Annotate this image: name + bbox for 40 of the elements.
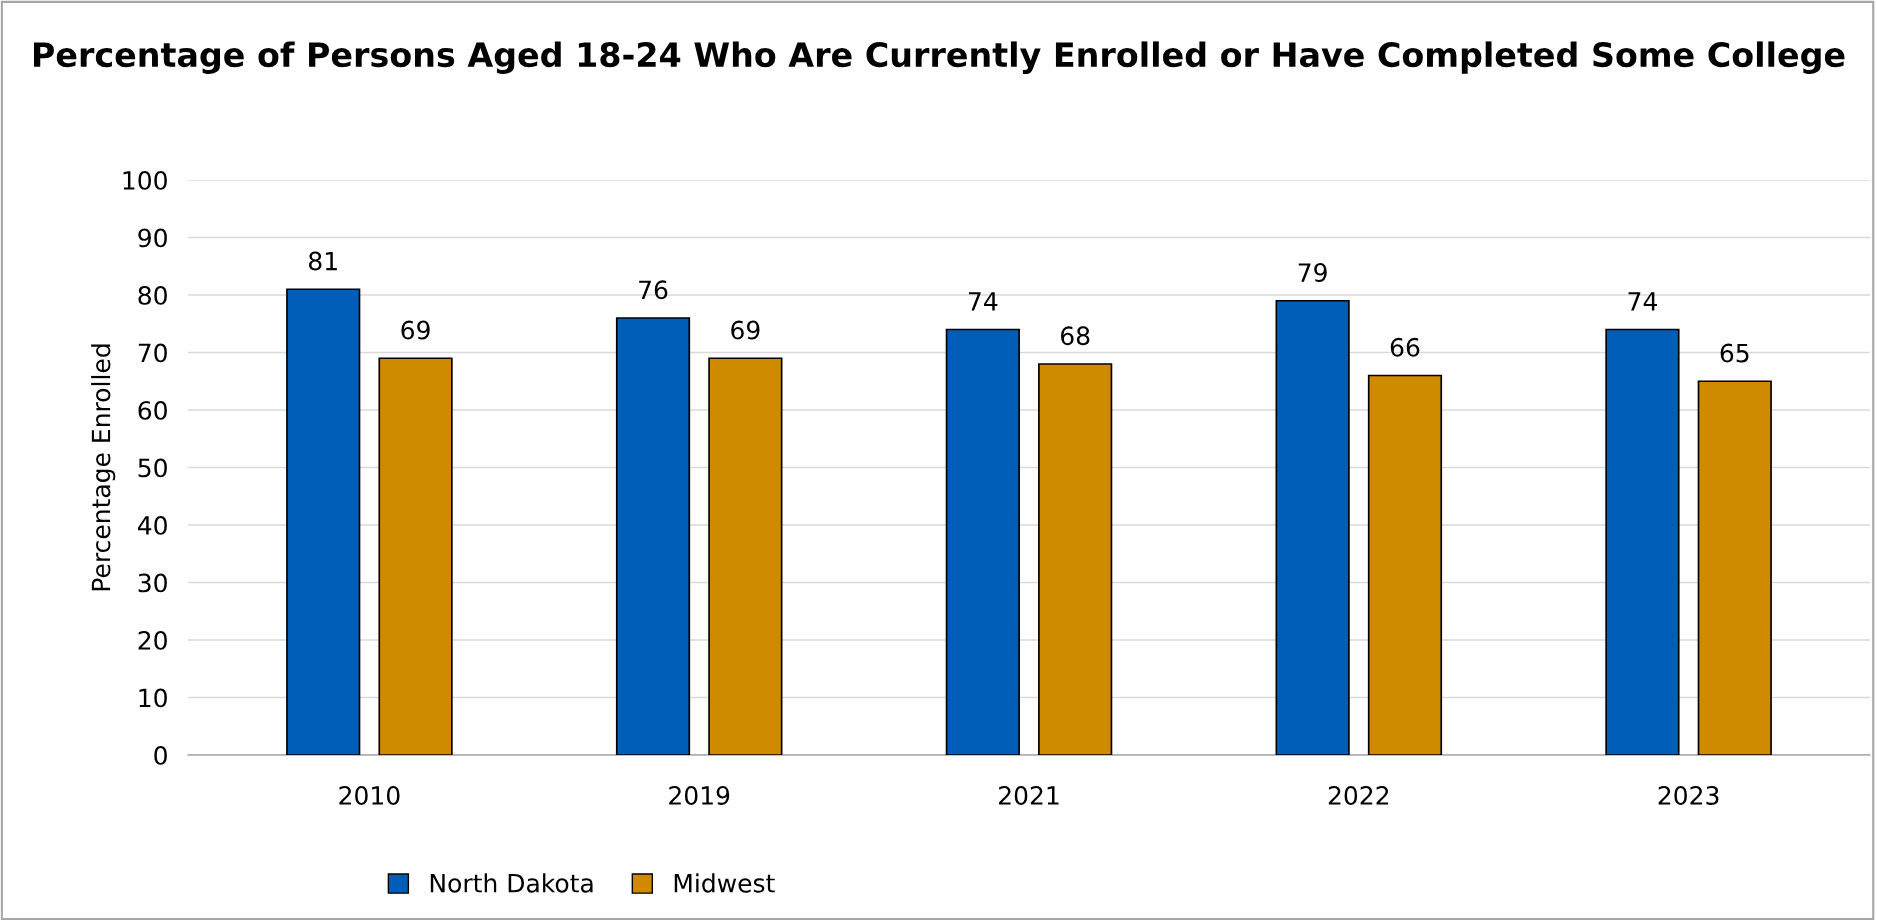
data-label: 65: [1720, 343, 1749, 363]
bar: [1605, 328, 1680, 755]
data-label: 81: [309, 251, 337, 271]
y-axis-title: Percentage Enrolled: [91, 344, 116, 591]
y-tick-label: 10: [139, 688, 167, 708]
legend-label: Midwest: [674, 873, 775, 893]
x-tick-label: 2021: [999, 786, 1059, 805]
bar: [1367, 374, 1443, 755]
data-label: 66: [1390, 337, 1420, 357]
bar: [1697, 380, 1772, 755]
y-tick-label: 100: [123, 170, 167, 190]
data-label: 74: [968, 292, 998, 311]
x-tick-label: 2022: [1328, 786, 1389, 805]
chart-title: Percentage of Persons Aged 18-24 Who Are Currently Enrolled or Have Completed Some College: [33, 41, 1845, 74]
data-label: 74: [1628, 292, 1657, 311]
bar: [945, 328, 1020, 755]
y-tick-label: 50: [138, 458, 167, 478]
y-tick-label: 70: [138, 343, 167, 363]
y-tick-label: 30: [138, 573, 167, 593]
bar: [1275, 299, 1350, 755]
y-tick-label: 80: [138, 285, 167, 305]
y-tick-label: 60: [138, 400, 167, 420]
x-tick-label: 2019: [669, 786, 730, 805]
data-label: 79: [1298, 263, 1327, 283]
legend-label: North Dakota: [430, 873, 593, 893]
data-label: 69: [401, 320, 430, 340]
bar: [708, 357, 783, 755]
x-tick-label: 2010: [339, 786, 400, 805]
y-tick-label: 90: [138, 228, 167, 248]
bar: [615, 317, 691, 755]
bar: [378, 357, 453, 755]
y-tick-label: 0: [154, 745, 167, 765]
x-tick-label: 2023: [1658, 786, 1719, 805]
data-label: 68: [1061, 326, 1090, 346]
y-tick-label: 20: [138, 630, 167, 650]
data-label: 69: [731, 320, 760, 340]
y-tick-label: 40: [137, 515, 167, 535]
data-label: 76: [639, 280, 668, 300]
bar: [1038, 363, 1113, 755]
bar: [286, 288, 361, 755]
